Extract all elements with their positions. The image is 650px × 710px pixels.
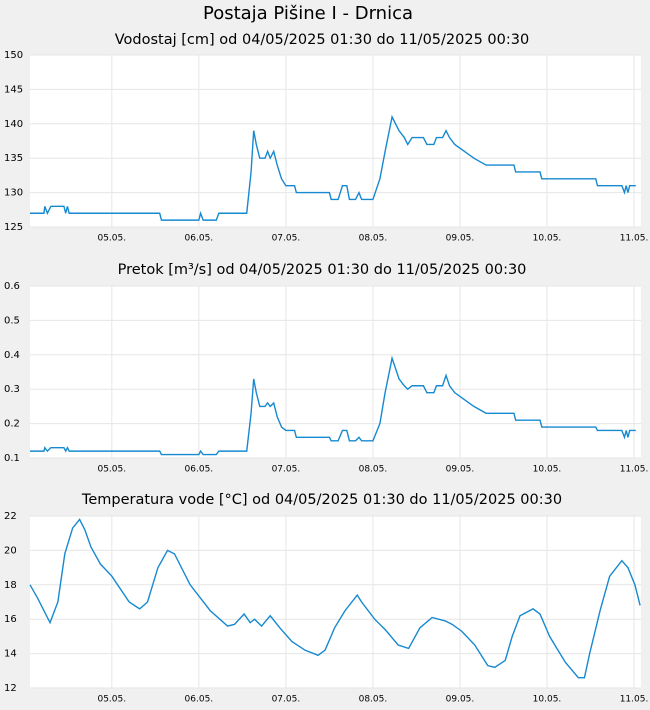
x-tick-label: 06.05.: [185, 234, 214, 244]
x-tick-label: 07.05.: [272, 695, 301, 705]
y-tick-label: 0.1: [4, 453, 20, 464]
x-tick-label: 06.05.: [185, 465, 214, 475]
x-tick-label: 10.05.: [533, 465, 562, 475]
x-tick-label: 09.05.: [446, 234, 475, 244]
y-tick-label: 18: [4, 580, 17, 591]
plot-area: [30, 55, 641, 227]
x-tick-label: 09.05.: [446, 465, 475, 475]
x-tick-label: 08.05.: [359, 465, 388, 475]
x-tick-label: 06.05.: [185, 695, 214, 705]
x-tick-label: 05.05.: [97, 695, 126, 705]
x-tick-label: 09.05.: [446, 695, 475, 705]
y-tick-label: 22: [4, 511, 17, 522]
x-tick-label: 10.05.: [533, 234, 562, 244]
plot-area: [30, 286, 641, 458]
x-tick-label: 07.05.: [272, 234, 301, 244]
chart-title: Vodostaj [cm] od 04/05/2025 01:30 do 11/…: [115, 32, 529, 48]
data-line: [30, 355, 636, 456]
y-tick-label: 125: [4, 222, 23, 233]
x-tick-label: 10.05.: [533, 695, 562, 705]
y-tick-label: 0.6: [4, 281, 20, 292]
data-line: [30, 114, 636, 221]
y-tick-label: 0.2: [4, 419, 20, 430]
y-tick-label: 130: [4, 188, 23, 199]
x-tick-label: 08.05.: [359, 234, 388, 244]
y-tick-label: 0.5: [4, 315, 20, 326]
y-tick-label: 16: [4, 614, 17, 625]
y-tick-label: 135: [4, 153, 23, 164]
x-tick-label: 11.05.: [620, 695, 649, 705]
y-tick-label: 12: [4, 683, 17, 694]
x-tick-label: 05.05.: [97, 465, 126, 475]
y-tick-label: 0.3: [4, 384, 20, 395]
chart-title: Temperatura vode [°C] od 04/05/2025 01:3…: [81, 492, 562, 508]
plot-area: [30, 516, 641, 688]
y-tick-label: 140: [4, 119, 23, 130]
chart-title: Pretok [m³/s] od 04/05/2025 01:30 do 11/…: [118, 262, 527, 278]
y-tick-label: 145: [4, 84, 23, 95]
x-tick-label: 11.05.: [620, 234, 649, 244]
x-tick-label: 08.05.: [359, 695, 388, 705]
page-title: Postaja Pišine I - Drnica: [203, 3, 413, 24]
y-tick-label: 14: [4, 649, 17, 660]
y-tick-label: 20: [4, 545, 17, 556]
x-tick-label: 07.05.: [272, 465, 301, 475]
y-tick-label: 0.4: [4, 350, 20, 361]
x-tick-label: 05.05.: [97, 234, 126, 244]
data-line: [29, 518, 641, 679]
x-tick-label: 11.05.: [620, 465, 649, 475]
y-tick-label: 150: [4, 50, 23, 61]
